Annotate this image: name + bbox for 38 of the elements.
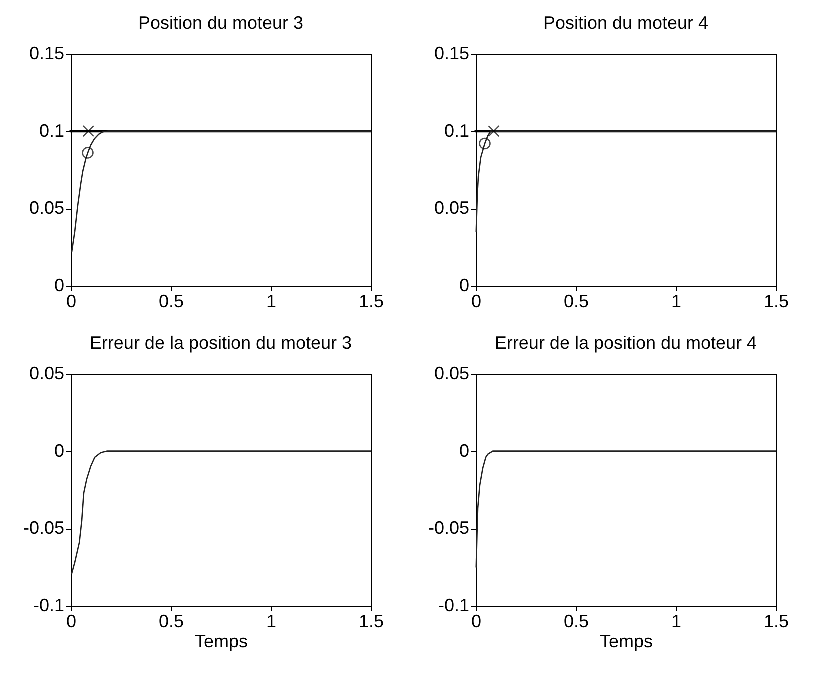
x-axis-title: Temps <box>194 632 248 652</box>
y-tick-label: 0.05 <box>29 364 64 384</box>
y-tick-label: -0.05 <box>428 518 470 538</box>
line-series <box>71 130 372 253</box>
x-tick-label: 1 <box>266 292 277 312</box>
x-axis-title: Temps <box>600 632 654 652</box>
x-tick-label: 1 <box>671 612 682 632</box>
x-tick-label: 0.5 <box>564 612 590 632</box>
y-tick-label: 0 <box>459 440 470 461</box>
x-tick-label: 1.5 <box>764 292 790 312</box>
y-tick-label: -0.1 <box>438 596 470 616</box>
y-tick-label: -0.05 <box>23 518 64 538</box>
x-tick-label: 0.5 <box>158 292 184 312</box>
x-tick-label: 1.5 <box>358 612 384 632</box>
y-tick-label: -0.1 <box>33 596 64 616</box>
chart-title: Position du moteur 3 <box>138 13 304 33</box>
x-tick-label: 1 <box>671 292 682 312</box>
x-tick-label: 0.5 <box>564 292 590 312</box>
y-tick-label: 0 <box>54 440 64 461</box>
y-tick-label: 0.05 <box>434 364 470 384</box>
chart-title: Erreur de la position du moteur 4 <box>494 333 758 353</box>
chart-title: Position du moteur 4 <box>543 13 709 33</box>
line-series <box>476 130 777 233</box>
x-tick-label: 1 <box>266 612 277 632</box>
y-tick-label: 0.1 <box>444 120 470 141</box>
line-series <box>476 450 777 568</box>
y-tick-label: 0 <box>459 276 470 296</box>
x-tick-label: 1.5 <box>764 612 790 632</box>
y-tick-label: 0.15 <box>29 44 64 64</box>
line-series <box>71 450 372 574</box>
y-tick-label: 0.1 <box>39 120 64 141</box>
x-tick-label: 0.5 <box>158 612 184 632</box>
y-tick-label: 0.05 <box>434 198 470 218</box>
x-tick-label: 1.5 <box>358 292 384 312</box>
y-tick-label: 0.05 <box>29 198 64 218</box>
chart-title: Erreur de la position du moteur 3 <box>90 333 352 353</box>
y-tick-label: 0 <box>54 276 64 296</box>
y-tick-label: 0.15 <box>434 44 470 64</box>
